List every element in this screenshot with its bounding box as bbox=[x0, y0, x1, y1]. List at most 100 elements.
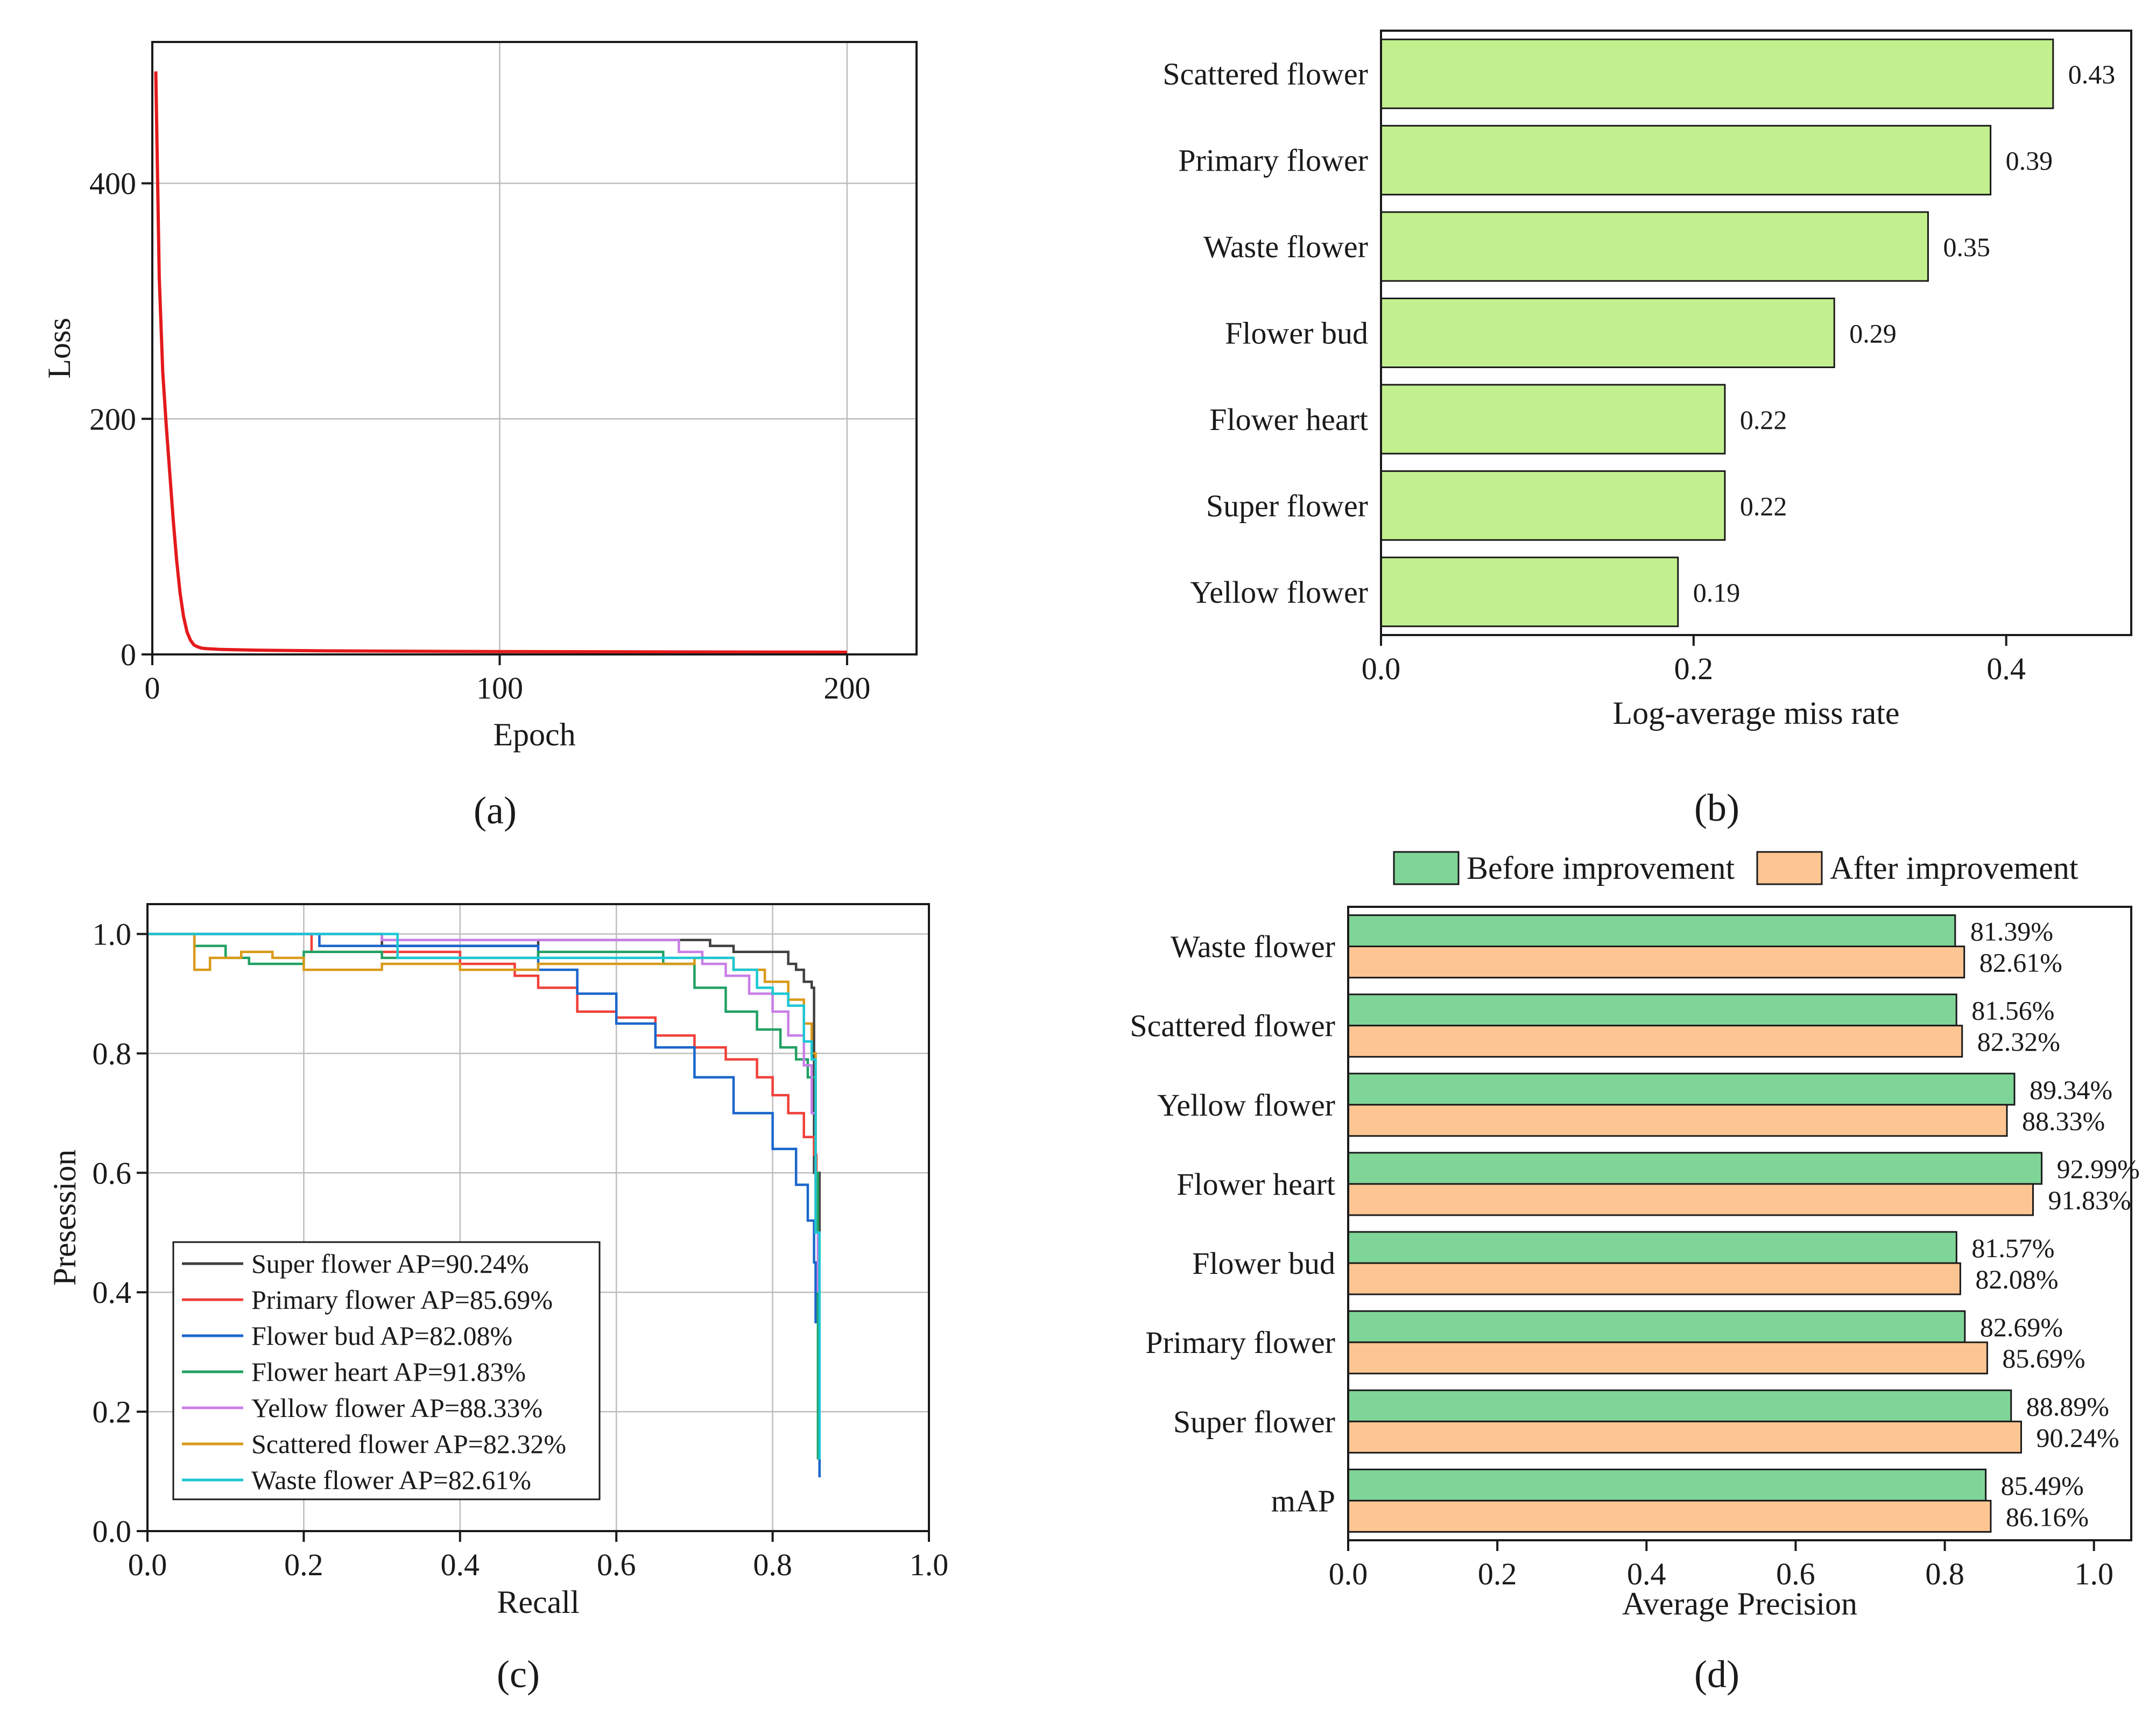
panel-d-average-precision-chart: 81.39%82.61% Waste flower 81.56%82.32% Scat… bbox=[1130, 850, 2139, 1696]
bar-primary-flower-after-improvement bbox=[1347, 1341, 1988, 1374]
category-label: Yellow flower bbox=[1190, 575, 1368, 610]
bar-scattered-flower-after-improvement bbox=[1347, 1025, 1963, 1058]
category-label: Waste flower bbox=[1203, 229, 1368, 264]
value-label: 0.39 bbox=[2006, 146, 2053, 176]
x-tick-label: 200 bbox=[823, 671, 870, 706]
bar-yellow-flower-before-improvement bbox=[1347, 1073, 2016, 1106]
y-tick-label: 0.2 bbox=[93, 1394, 132, 1429]
panel-a-loss-chart: 0 100 200 0 200 400 Epoch Loss (a) bbox=[41, 41, 918, 832]
x-tick-label: 1.0 bbox=[2074, 1556, 2113, 1591]
pr-curve-flower-bud bbox=[147, 933, 821, 1478]
y-axis-label: Loss bbox=[41, 318, 77, 378]
legend-swatch bbox=[1756, 851, 1823, 885]
value-label: 85.49% bbox=[2001, 1470, 2084, 1500]
legend-label: Flower heart AP=91.83% bbox=[251, 1357, 526, 1387]
panel-label-d: (d) bbox=[1694, 1653, 1739, 1696]
x-tick-label: 0.6 bbox=[1776, 1556, 1815, 1591]
y-tick-label: 0.4 bbox=[93, 1275, 132, 1310]
x-tick-label: 0.8 bbox=[1925, 1556, 1964, 1591]
y-tick-label: 400 bbox=[89, 166, 136, 201]
x-axis-label: Recall bbox=[497, 1584, 579, 1620]
x-tick-label: 0.2 bbox=[284, 1547, 323, 1582]
x-axis-label: Log-average miss rate bbox=[1612, 695, 1899, 731]
plot-frame bbox=[146, 903, 930, 1532]
pr-curve-waste-flower bbox=[147, 933, 821, 1460]
bar-super-flower bbox=[1380, 470, 1726, 541]
loss-curve bbox=[154, 71, 847, 654]
panel-label-a: (a) bbox=[474, 789, 517, 832]
bar-yellow-flower-after-improvement bbox=[1347, 1104, 2008, 1137]
value-label: 81.57% bbox=[1971, 1233, 2054, 1263]
panel-c-pr-curve-chart: 0.0 0.2 0.4 0.6 0.8 1.0 0.0 0.2 0.4 0.6 0.8 1.0 Supe… bbox=[47, 903, 949, 1696]
x-tick-label: 0.4 bbox=[441, 1547, 480, 1582]
value-label: 92.99% bbox=[2057, 1154, 2140, 1184]
plot-frame bbox=[1347, 906, 2132, 1541]
bar-primary-flower bbox=[1380, 125, 1992, 196]
category-label: Primary flower bbox=[1178, 143, 1368, 178]
value-label: 86.16% bbox=[2006, 1501, 2089, 1532]
x-axis-label: Epoch bbox=[493, 717, 575, 752]
y-tick-label: 200 bbox=[89, 401, 136, 436]
x-tick-label: 0.8 bbox=[753, 1547, 792, 1582]
value-label: 82.61% bbox=[1979, 948, 2062, 978]
x-tick-label: 0.2 bbox=[1674, 651, 1714, 686]
x-tick-label: 0.4 bbox=[1627, 1556, 1666, 1591]
bar-flower-heart-after-improvement bbox=[1347, 1183, 2034, 1216]
bar-primary-flower-before-improvement bbox=[1347, 1310, 1966, 1343]
y-tick-label: 0 bbox=[121, 637, 136, 672]
bar-waste-flower bbox=[1380, 211, 1929, 282]
panel-label-b: (b) bbox=[1694, 786, 1739, 829]
legend-label: Before improvement bbox=[1467, 850, 1735, 886]
value-label: 0.22 bbox=[1740, 405, 1787, 435]
x-tick-label: 100 bbox=[476, 671, 523, 706]
plot-frame bbox=[1380, 30, 2132, 636]
bar-waste-flower-after-improvement bbox=[1347, 946, 1965, 979]
value-label: 91.83% bbox=[2048, 1185, 2131, 1215]
value-label: 0.19 bbox=[1693, 577, 1741, 608]
x-tick-label: 1.0 bbox=[910, 1547, 949, 1582]
legend-label: Primary flower AP=85.69% bbox=[251, 1285, 553, 1315]
pr-curve-super-flower bbox=[147, 933, 821, 1263]
panel-label-c: (c) bbox=[497, 1653, 540, 1696]
panel-b-miss-rate-chart: Scattered flower 0.43 Primary flower 0.39 Wa… bbox=[1162, 30, 2132, 829]
x-tick-label: 0.2 bbox=[1478, 1556, 1517, 1591]
legend-label: Scattered flower AP=82.32% bbox=[251, 1429, 566, 1459]
category-label: Primary flower bbox=[1145, 1325, 1335, 1360]
bar-waste-flower-before-improvement bbox=[1347, 914, 1956, 948]
category-label: Flower bud bbox=[1192, 1246, 1335, 1281]
x-tick-label: 0.0 bbox=[1329, 1556, 1368, 1591]
value-label: 0.35 bbox=[1943, 232, 1990, 262]
category-label: Flower bud bbox=[1225, 316, 1368, 351]
y-tick-label: 0.0 bbox=[93, 1514, 132, 1549]
legend-label: Waste flower AP=82.61% bbox=[251, 1465, 531, 1495]
x-tick-label: 0.0 bbox=[1362, 651, 1401, 686]
value-label: 0.22 bbox=[1740, 491, 1787, 521]
bar-flower-heart-before-improvement bbox=[1347, 1152, 2043, 1185]
legend-label: Flower bud AP=82.08% bbox=[251, 1321, 512, 1351]
bar-flower-bud-after-improvement bbox=[1347, 1262, 1961, 1295]
category-label: Flower heart bbox=[1176, 1167, 1335, 1202]
pr-curve-yellow-flower bbox=[147, 933, 820, 1293]
legend-box bbox=[172, 1241, 601, 1500]
value-label: 88.89% bbox=[2026, 1391, 2109, 1421]
bar-flower-heart bbox=[1380, 384, 1726, 455]
value-label: 88.33% bbox=[2022, 1106, 2105, 1136]
category-label: Yellow flower bbox=[1157, 1088, 1335, 1123]
value-label: 90.24% bbox=[2036, 1422, 2119, 1453]
value-label: 82.08% bbox=[1975, 1264, 2058, 1294]
value-label: 89.34% bbox=[2030, 1075, 2112, 1105]
x-tick-label: 0.4 bbox=[1986, 651, 2026, 686]
bar-scattered-flower bbox=[1380, 38, 2054, 109]
value-label: 85.69% bbox=[2002, 1343, 2085, 1373]
x-tick-label: 0.0 bbox=[128, 1547, 167, 1582]
legend-label: After improvement bbox=[1830, 850, 2079, 886]
category-label: Scattered flower bbox=[1162, 57, 1368, 91]
category-label: Super flower bbox=[1173, 1404, 1335, 1439]
y-tick-label: 0.6 bbox=[93, 1155, 132, 1190]
bar-map-before-improvement bbox=[1347, 1468, 1987, 1501]
legend-swatch bbox=[1393, 851, 1460, 885]
plot-frame bbox=[151, 41, 918, 655]
value-label: 82.69% bbox=[1980, 1312, 2063, 1342]
bar-super-flower-after-improvement bbox=[1347, 1420, 2022, 1454]
